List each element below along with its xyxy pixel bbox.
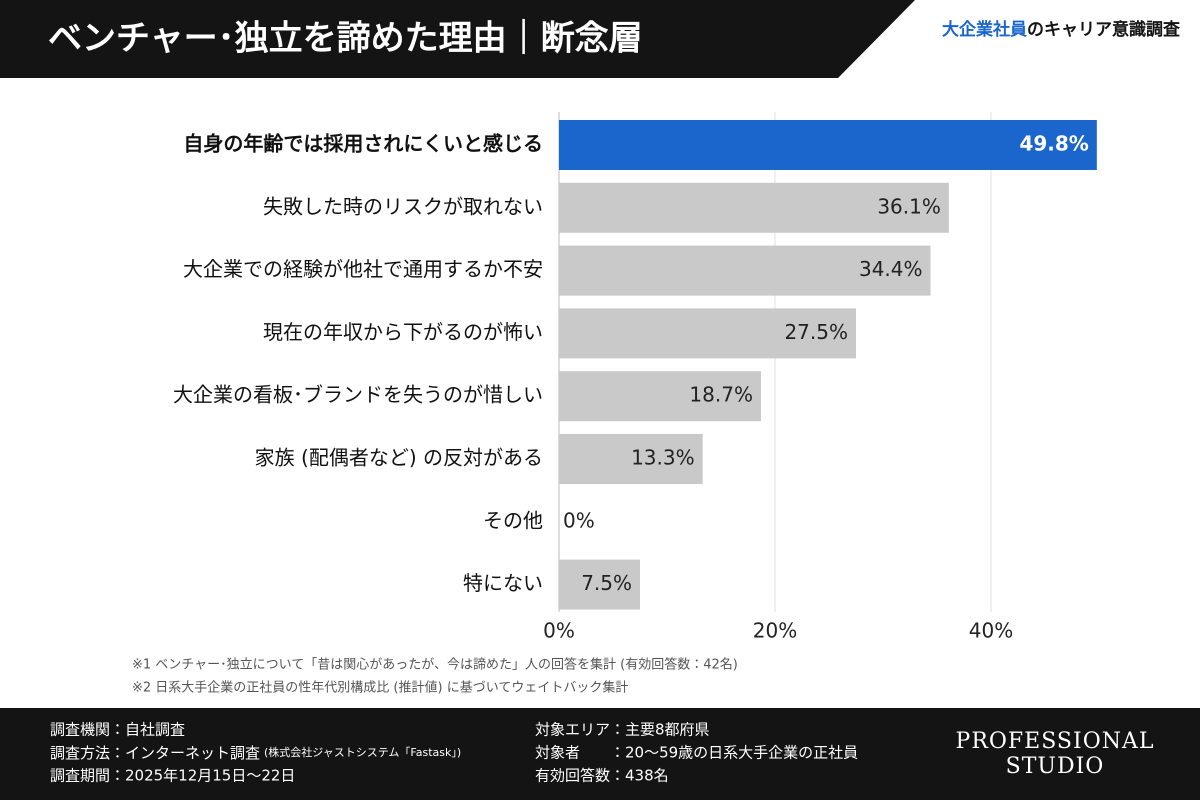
header-band: [0, 0, 915, 78]
logo: STUDIO: [1006, 754, 1105, 779]
footer-method-note: (株式会社ジャストシステム「Fastask」): [264, 745, 461, 759]
footer-item: 対象エリア：主要8都府県: [535, 721, 710, 739]
bar: [559, 245, 931, 296]
bar: [559, 182, 949, 233]
bar: [559, 120, 1097, 170]
bar: [559, 308, 856, 359]
brand-highlight: 大企業社員: [942, 19, 1027, 40]
footer-item: 調査方法：インターネット調査 (株式会社ジャストシステム「Fastask」): [50, 744, 461, 762]
value-label: 36.1%: [877, 194, 941, 218]
category-label: 失敗した時のリスクが取れない: [263, 194, 543, 218]
bar: [559, 371, 761, 422]
footer-item: 調査機関：自社調査: [50, 721, 185, 739]
value-label: 7.5%: [581, 571, 632, 595]
x-tick-label: 0%: [543, 619, 575, 643]
value-label: 0%: [563, 508, 595, 532]
footer-item: 調査期間：2025年12月15日〜22日: [50, 767, 295, 785]
logo: PROFESSIONAL: [956, 729, 1155, 754]
footer-band: [0, 708, 1200, 800]
category-label: その他: [483, 508, 543, 532]
note: ※1 ベンチャー･独立について「昔は関心があったが、今は諦めた」人の回答を集計 …: [132, 657, 738, 673]
category-label: 現在の年収から下がるのが怖い: [263, 320, 543, 344]
footer-item: 有効回答数：438名: [535, 767, 669, 785]
category-label: 大企業の看板･ブランドを失うのが惜しい: [173, 383, 543, 407]
footer-item: 対象者 ：20〜59歳の日系大手企業の正社員: [535, 744, 858, 762]
value-label: 13.3%: [631, 446, 695, 470]
x-tick-label: 40%: [969, 619, 1013, 643]
chart-title: ベンチャー･独立を諦めた理由｜断念層: [48, 19, 643, 59]
brand-rest: のキャリア意識調査: [1027, 19, 1181, 40]
note: ※2 日系大手企業の正社員の性年代別構成比 (推計値) に基づいてウェイトバック…: [132, 680, 628, 696]
category-label: 大企業での経験が他社で通用するか不安: [183, 257, 543, 281]
category-label: 家族 (配偶者など) の反対がある: [255, 446, 543, 470]
value-label: 27.5%: [784, 320, 848, 344]
bar: [559, 434, 703, 484]
footer-item-main: 調査方法：インターネット調査: [50, 744, 260, 762]
value-label: 34.4%: [859, 257, 923, 281]
value-label: 49.8%: [1019, 132, 1088, 156]
category-label: 自身の年齢では採用されにくいと感じる: [183, 132, 543, 156]
bar: [559, 559, 640, 610]
value-label: 18.7%: [689, 383, 753, 407]
x-tick-label: 20%: [753, 619, 797, 643]
brand: 大企業社員のキャリア意識調査: [942, 19, 1181, 40]
category-label: 特にない: [463, 571, 543, 595]
plot: 0% 20% 40% 自身の年齢では採用されにくいと感じる 49.8% 失敗した時のリスク…: [173, 112, 1097, 643]
